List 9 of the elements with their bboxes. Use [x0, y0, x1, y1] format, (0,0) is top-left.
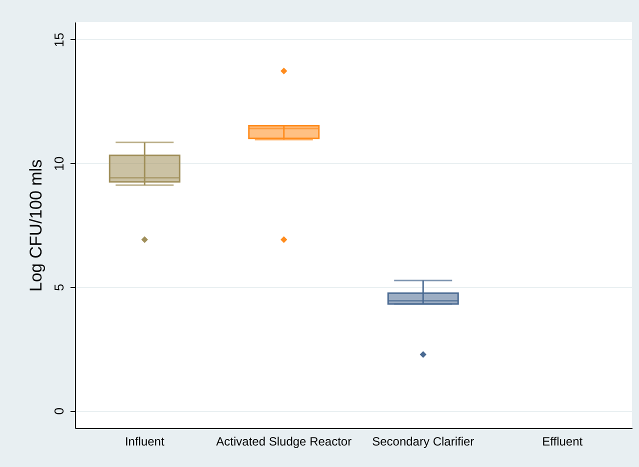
y-axis-title: Log CFU/100 mls [26, 159, 46, 292]
x-tick-label: Activated Sludge Reactor [216, 434, 352, 448]
y-tick-label: 5 [52, 284, 66, 292]
x-tick-label: Secondary Clarifier [372, 434, 474, 448]
y-tick-label: 15 [52, 32, 66, 48]
y-tick-label: 0 [52, 408, 66, 415]
x-tick-label: Effluent [542, 434, 584, 448]
x-tick-label: Influent [124, 434, 165, 448]
y-tick-label: 10 [52, 156, 66, 171]
